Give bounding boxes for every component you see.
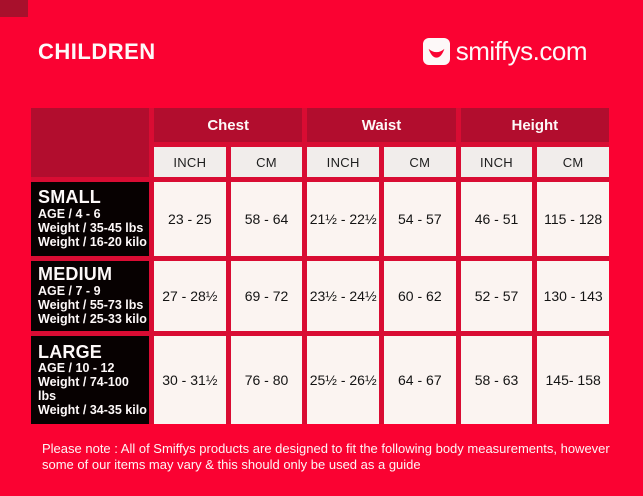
logo-text: smiffys.com [455, 36, 588, 66]
size-table: Chest Waist Height INCH CM INCH CM INCH … [31, 108, 609, 424]
value-large-waist-cm: 64 - 67 [383, 336, 456, 424]
size-detail-weight-kilo: Weight / 16-20 kilo [38, 234, 147, 249]
size-detail-weight-kilo: Weight / 25-33 kilo [38, 311, 147, 326]
column-group-waist: Waist [307, 108, 456, 142]
size-detail-age: AGE / 10 - 12 [38, 361, 115, 376]
corner-accent [0, 0, 28, 17]
unit-header-chest-cm: CM [230, 147, 303, 177]
value-small-chest-inch: 23 - 25 [154, 182, 226, 256]
header: CHILDREN smiffys.com [0, 36, 643, 67]
size-name: MEDIUM [38, 264, 113, 285]
size-detail-weight-lbs: Weight / 74-100 [38, 375, 129, 390]
value-large-height-inch: 58 - 63 [460, 336, 533, 424]
size-label-medium: MEDIUM AGE / 7 - 9 Weight / 55-73 lbs We… [31, 261, 149, 331]
value-small-height-inch: 46 - 51 [460, 182, 533, 256]
value-small-waist-inch: 21½ - 22½ [307, 182, 379, 256]
size-detail-weight-lbs-unit: lbs [38, 388, 57, 403]
value-medium-waist-cm: 60 - 62 [383, 261, 456, 331]
size-detail-weight-lbs: Weight / 35-45 lbs [38, 221, 144, 236]
column-group-height: Height [460, 108, 609, 142]
value-large-chest-cm: 76 - 80 [230, 336, 303, 424]
size-detail-age: AGE / 7 - 9 [38, 284, 101, 299]
value-medium-chest-inch: 27 - 28½ [154, 261, 226, 331]
unit-header-height-cm: CM [537, 147, 609, 177]
size-name: SMALL [38, 187, 101, 208]
unit-header-chest-inch: INCH [154, 147, 226, 177]
smiffys-logo: smiffys.com [422, 36, 588, 67]
value-small-height-cm: 115 - 128 [537, 182, 609, 256]
value-small-waist-cm: 54 - 57 [383, 182, 456, 256]
value-medium-height-cm: 130 - 143 [537, 261, 609, 331]
size-detail-age: AGE / 4 - 6 [38, 207, 101, 222]
value-medium-chest-cm: 69 - 72 [230, 261, 303, 331]
size-detail-weight-kilo: Weight / 34-35 kilo [38, 402, 147, 417]
value-large-chest-inch: 30 - 31½ [154, 336, 226, 424]
column-group-chest: Chest [154, 108, 303, 142]
disclaimer-note: Please note : All of Smiffys products ar… [42, 441, 610, 472]
unit-header-waist-inch: INCH [307, 147, 379, 177]
value-large-height-cm: 145- 158 [537, 336, 609, 424]
value-medium-waist-inch: 23½ - 24½ [307, 261, 379, 331]
size-name: LARGE [38, 341, 102, 362]
page-title: CHILDREN [38, 38, 156, 64]
unit-header-height-inch: INCH [460, 147, 533, 177]
smiffys-smile-icon [422, 38, 450, 65]
value-large-waist-inch: 25½ - 26½ [307, 336, 379, 424]
unit-header-waist-cm: CM [383, 147, 456, 177]
size-label-small: SMALL AGE / 4 - 6 Weight / 35-45 lbs Wei… [31, 182, 149, 256]
size-label-large: LARGE AGE / 10 - 12 Weight / 74-100 lbs … [31, 336, 149, 424]
size-detail-weight-lbs: Weight / 55-73 lbs [38, 298, 144, 313]
value-medium-height-inch: 52 - 57 [460, 261, 533, 331]
table-corner-cell [31, 108, 149, 177]
value-small-chest-cm: 58 - 64 [230, 182, 303, 256]
